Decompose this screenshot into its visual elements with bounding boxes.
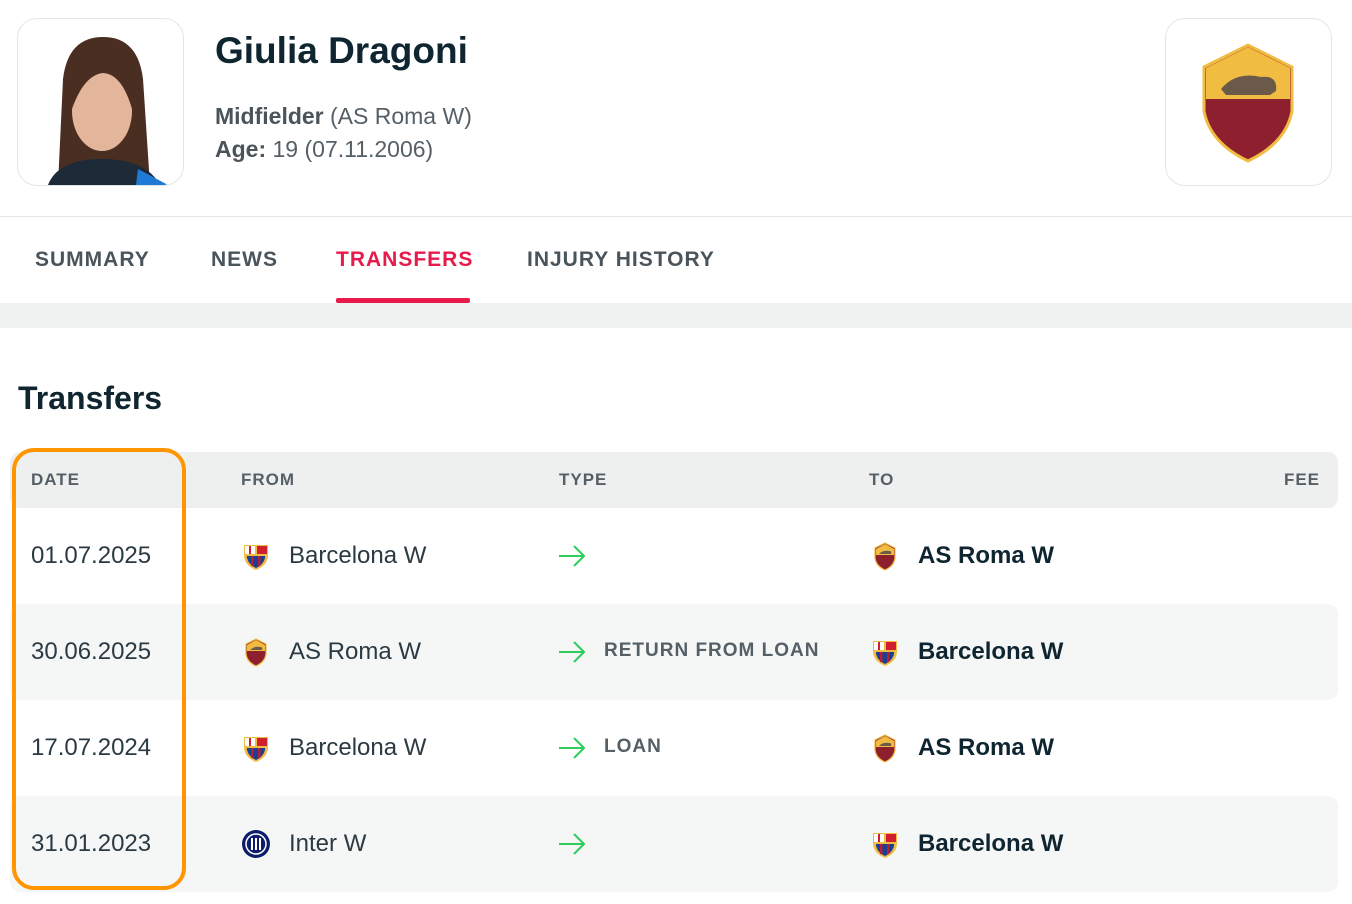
date: 01.07.2025 [31,542,152,569]
player-photo [17,18,184,186]
tab[interactable]: SUMMARY [35,248,150,271]
tab-indicator [336,298,470,303]
team-logo[interactable] [1165,18,1332,186]
to-icon [870,733,900,763]
to-club[interactable]: Barcelona W [918,830,1064,857]
divider [0,216,1352,217]
team: (AS Roma W) [330,103,472,129]
column-header: DATE [31,470,81,489]
arrow-icon [557,640,587,664]
club-icon [874,542,896,571]
player-name: Giulia Dragoni [215,30,468,71]
date: 30.06.2025 [31,638,152,665]
to-icon [870,541,900,571]
tab[interactable]: NEWS [211,248,278,271]
transfer-arrow [559,737,586,759]
roma-crest [1202,43,1294,163]
transfer-arrow [559,545,586,567]
from-icon [241,829,271,859]
table-row[interactable] [10,508,1338,604]
column-header: FROM [241,470,296,489]
from-club[interactable]: Barcelona W [289,542,427,569]
section-title: Transfers [18,380,163,416]
age-line: Age: 19 (07.11.2006) [215,136,433,163]
table-row[interactable] [10,604,1338,700]
to-club[interactable]: AS Roma W [918,734,1055,761]
club-icon [242,830,270,858]
from-club[interactable]: Barcelona W [289,734,427,761]
club-icon [874,734,896,763]
club-icon [244,737,268,762]
transfer-type: LOAN [604,736,662,757]
transfer-arrow [559,833,586,855]
arrow-icon [557,544,587,568]
to-club[interactable]: Barcelona W [918,638,1064,665]
arrow-icon [557,832,587,856]
age: 19 (07.11.2006) [272,136,434,162]
column-header: FEE [1283,470,1320,489]
arrow-icon [557,736,587,760]
tab[interactable]: INJURY HISTORY [527,248,715,271]
date: 31.01.2023 [31,830,152,857]
table-row[interactable] [10,700,1338,796]
club-icon [244,545,268,570]
transfer-type: RETURN FROM LOAN [604,640,820,661]
date: 17.07.2024 [31,734,152,761]
table-row[interactable] [10,796,1338,892]
club-icon [245,638,267,667]
from-club[interactable]: AS Roma W [289,638,422,665]
club-icon [873,641,897,666]
from-icon [241,637,271,667]
photo-illustration [48,37,168,185]
column-header: TO [869,470,895,489]
to-icon [870,637,900,667]
transfer-arrow [559,641,586,663]
from-icon [241,541,271,571]
column-header: TYPE [559,470,608,489]
tab-active[interactable]: TRANSFERS [336,248,474,271]
age-label: Age: [215,136,267,162]
separator-band [0,303,1352,328]
club-icon [873,833,897,858]
table-header [10,452,1338,508]
position: Midfielder [215,103,324,129]
from-icon [241,733,271,763]
to-club[interactable]: AS Roma W [918,542,1055,569]
from-club[interactable]: Inter W [289,830,367,857]
position-line: Midfielder (AS Roma W) [215,103,472,130]
to-icon [870,829,900,859]
